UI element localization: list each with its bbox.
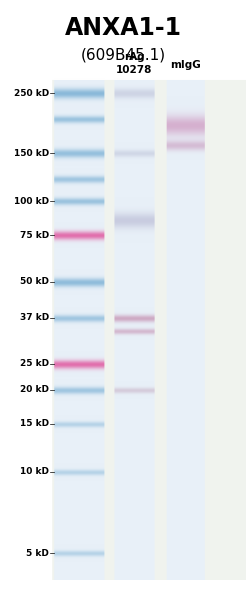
Text: 150 kD: 150 kD [14,148,49,157]
Text: 20 kD: 20 kD [20,385,49,395]
Text: 10 kD: 10 kD [20,467,49,476]
Text: 5 kD: 5 kD [26,548,49,557]
Text: rAg: rAg [124,52,144,62]
Text: 100 kD: 100 kD [14,196,49,205]
Text: mIgG: mIgG [170,60,200,70]
Text: ANXA1-1: ANXA1-1 [65,16,182,40]
Text: 75 kD: 75 kD [20,230,49,239]
Text: (609B45.1): (609B45.1) [81,47,166,62]
Text: 25 kD: 25 kD [20,359,49,368]
Text: 10278: 10278 [116,65,152,75]
Text: 250 kD: 250 kD [14,88,49,97]
Text: 15 kD: 15 kD [20,419,49,428]
Text: 37 kD: 37 kD [20,313,49,323]
Text: 50 kD: 50 kD [20,277,49,286]
